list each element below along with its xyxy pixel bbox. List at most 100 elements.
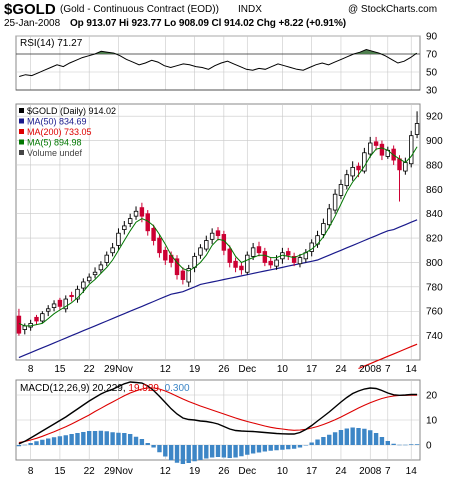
ma50-line	[18, 219, 418, 359]
macd-histogram-bar	[315, 439, 320, 445]
candle-body	[414, 123, 420, 135]
candle-body	[116, 232, 121, 246]
candle-body	[92, 271, 98, 276]
candle-body	[104, 254, 109, 263]
candle-body	[127, 218, 133, 224]
price-y-tick-label: 840	[426, 209, 443, 220]
candle-body	[198, 247, 203, 256]
candle-body	[250, 247, 256, 257]
macd-histogram-bar	[139, 439, 145, 445]
price-x-tick-label: 26	[218, 364, 230, 375]
macd-histogram-bar	[157, 445, 162, 453]
macd-histogram-bar	[28, 443, 33, 445]
price-x-tick-label: 2008	[359, 364, 382, 375]
macd-histogram-bar	[362, 428, 367, 445]
macd-line	[18, 381, 418, 445]
macd-histogram-bar	[34, 441, 39, 445]
candle-body	[227, 248, 232, 263]
rsi-legend: RSI(14) 71.27	[20, 38, 83, 49]
candle-body	[81, 281, 86, 289]
macd-histogram-bar	[104, 431, 109, 445]
macd-histogram-bar	[397, 444, 402, 446]
price-legend-swatch	[19, 150, 24, 155]
candle-body	[327, 208, 332, 226]
macd-histogram-bar	[57, 436, 63, 445]
macd-histogram-bar	[274, 445, 279, 451]
macd-histogram-bar	[291, 445, 297, 449]
macd-histogram-bar	[98, 430, 104, 445]
rsi-y-tick-label: 90	[426, 32, 438, 43]
macd-x-tick-label: 29Nov	[104, 466, 133, 477]
macd-x-tick-label: 14	[406, 466, 418, 477]
macd-histogram-bar	[180, 445, 186, 464]
macd-histogram-bar	[63, 435, 68, 445]
macd-x-tick-label: 7	[385, 466, 391, 477]
macd-legend-value: 19.929,	[128, 383, 164, 394]
quote-date: 25-Jan-2008	[4, 18, 61, 29]
macd-histogram-bar	[268, 445, 273, 451]
macd-histogram-bar	[327, 434, 332, 445]
macd-x-tick-label: 15	[54, 466, 66, 477]
candle-body	[350, 166, 355, 177]
macd-x-tick-label: 2008	[359, 466, 382, 477]
candle-body	[245, 254, 250, 273]
candle-body	[204, 240, 209, 250]
candle-body	[332, 193, 338, 211]
macd-legend-value: 20.229,	[92, 383, 128, 394]
candle-body	[233, 260, 238, 268]
candle-body	[63, 298, 68, 310]
price-x-tick-label: 10	[277, 364, 289, 375]
candle-body	[274, 259, 279, 267]
macd-histogram-bar	[133, 436, 139, 445]
macd-histogram-bar	[385, 441, 390, 445]
macd-histogram-bar	[297, 445, 303, 448]
price-y-tick-label: 820	[426, 234, 443, 245]
price-legend-item: MA(200) 733.05	[27, 127, 92, 137]
candle-body	[133, 210, 139, 217]
quote-values: Op 913.07 Hi 923.77 Lo 908.09 Cl 914.02 …	[70, 18, 347, 29]
macd-histogram-bar	[373, 433, 379, 445]
candle-body	[262, 251, 268, 263]
watermark: @ StockCharts.com	[348, 4, 438, 15]
price-y-tick-label: 900	[426, 136, 443, 147]
candle-body	[40, 313, 45, 322]
macd-legend-value: 0.300	[165, 383, 190, 394]
price-x-tick-label: 19	[189, 364, 201, 375]
candle-body	[186, 268, 191, 283]
macd-histogram-bar	[391, 443, 396, 445]
macd-histogram-bar	[16, 445, 22, 447]
candle-body	[368, 142, 373, 155]
macd-y-tick-label: 20	[426, 391, 438, 402]
candle-body	[151, 227, 156, 241]
price-x-tick-label: 17	[306, 364, 318, 375]
macd-histogram-bar	[338, 430, 344, 445]
macd-x-tick-label: 22	[84, 466, 96, 477]
macd-histogram-bar	[174, 445, 180, 463]
candle-body	[98, 264, 104, 271]
candle-body	[397, 158, 402, 171]
macd-legend-value: MACD(12,26,9)	[20, 383, 92, 394]
price-legend-swatch	[19, 139, 24, 145]
macd-histogram-bar	[379, 437, 385, 445]
macd-histogram-bar	[127, 434, 133, 445]
exchange-label: INDX	[238, 4, 262, 15]
price-x-tick-label: 22	[84, 364, 96, 375]
macd-histogram-bar	[350, 427, 355, 445]
price-y-tick-label: 740	[426, 331, 443, 342]
candle-body	[209, 232, 215, 240]
ma5-line	[18, 146, 418, 327]
candle-body	[362, 152, 367, 172]
macd-x-tick-label: 26	[218, 466, 230, 477]
price-legend-item: $GOLD (Daily) 914.02	[27, 106, 116, 116]
macd-histogram-bar	[233, 445, 238, 458]
price-y-tick-label: 860	[426, 185, 443, 196]
price-y-tick-label: 760	[426, 307, 443, 318]
macd-histogram-bar	[368, 430, 373, 445]
price-y-tick-label: 880	[426, 160, 443, 171]
macd-histogram-bar	[321, 437, 326, 445]
macd-histogram-bar	[303, 445, 309, 446]
candle-body	[338, 184, 344, 196]
candle-body	[34, 316, 39, 322]
macd-histogram-bar	[198, 445, 203, 460]
